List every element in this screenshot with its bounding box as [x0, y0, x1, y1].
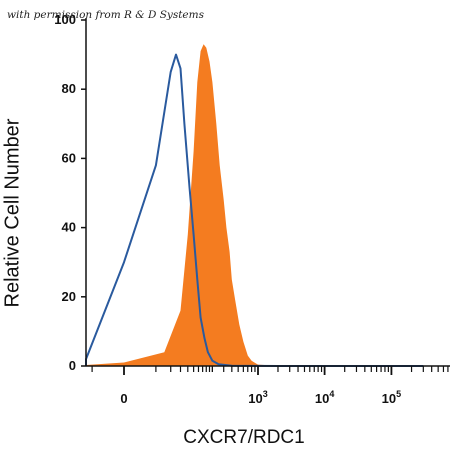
watermark-text: with permission from R & D Systems: [7, 9, 204, 21]
x-tick-label: 0: [120, 391, 127, 406]
x-tick-label: 104: [315, 389, 334, 406]
x-tick-label: 105: [382, 389, 401, 406]
y-tick-label: 60: [62, 150, 76, 165]
y-tick-label: 40: [62, 220, 76, 235]
series-filled-area: [86, 44, 424, 366]
x-axis-label: CXCR7/RDC1: [183, 427, 305, 448]
y-tick-label: 80: [62, 81, 76, 96]
y-tick-label: 100: [54, 12, 76, 27]
y-tick-label: 0: [69, 358, 76, 373]
series-outline: [85, 53, 424, 367]
y-axis-label: Relative Cell Number: [1, 118, 24, 308]
x-tick-label: 103: [248, 389, 267, 406]
y-tick-label: 20: [62, 289, 76, 304]
